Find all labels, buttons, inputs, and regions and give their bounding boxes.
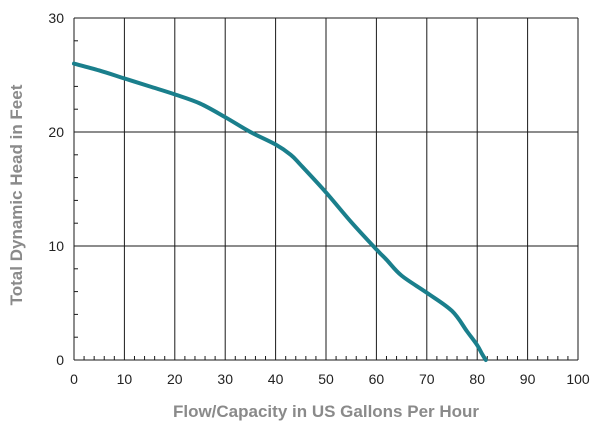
x-tick-label: 50 <box>318 371 334 387</box>
x-axis-tick-labels: 0 10 20 30 40 50 60 70 80 90 100 <box>70 371 590 387</box>
x-axis-title: Flow/Capacity in US Gallons Per Hour <box>173 402 479 421</box>
x-tick-label: 40 <box>268 371 284 387</box>
pump-curve-line <box>72 61 488 362</box>
y-axis-tick-labels: 0 10 20 30 <box>48 10 64 368</box>
x-tick-label: 20 <box>167 371 183 387</box>
y-tick-label: 20 <box>48 124 64 140</box>
x-tick-label: 70 <box>419 371 435 387</box>
y-tick-label: 10 <box>48 238 64 254</box>
x-tick-label: 80 <box>469 371 485 387</box>
x-tick-label: 0 <box>70 371 78 387</box>
x-tick-label: 10 <box>117 371 133 387</box>
minor-ticks <box>74 40 569 360</box>
x-tick-label: 30 <box>217 371 233 387</box>
x-tick-label: 60 <box>369 371 385 387</box>
x-tick-label: 90 <box>520 371 536 387</box>
y-tick-label: 30 <box>48 10 64 26</box>
x-tick-label: 100 <box>566 371 590 387</box>
y-tick-label: 0 <box>56 352 64 368</box>
y-axis-title: Total Dynamic Head in Feet <box>7 84 26 305</box>
grid <box>73 17 579 361</box>
series-layer <box>72 61 488 362</box>
